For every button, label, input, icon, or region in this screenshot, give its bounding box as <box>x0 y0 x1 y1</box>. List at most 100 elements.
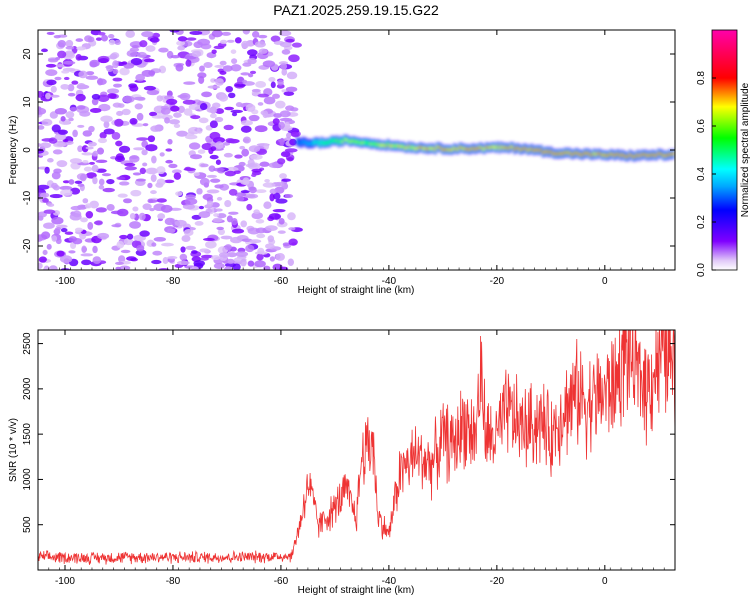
noise-blob <box>95 168 107 173</box>
ridge-cell <box>500 145 503 148</box>
ridge-cell <box>575 151 579 154</box>
ridge-cell <box>424 147 428 150</box>
noise-blob <box>81 259 92 266</box>
noise-blob <box>109 53 118 60</box>
noise-blob <box>283 91 295 96</box>
noise-blob <box>191 266 199 270</box>
ridge-cell <box>581 154 585 156</box>
noise-blob <box>275 198 288 204</box>
noise-blob <box>290 107 299 112</box>
noise-blob <box>247 260 255 267</box>
ridge-cell <box>388 144 392 147</box>
noise-blob <box>123 238 134 246</box>
noise-blob <box>175 191 183 197</box>
noise-blob <box>247 49 258 56</box>
noise-blob <box>54 108 67 115</box>
noise-blob <box>136 137 149 141</box>
noise-blob <box>69 187 81 195</box>
noise-blob <box>200 163 209 168</box>
noise-blob <box>64 231 74 235</box>
noise-blob <box>286 71 298 80</box>
ridge-cell <box>352 140 356 142</box>
noise-blob <box>150 174 157 183</box>
noise-blob <box>168 163 178 169</box>
noise-blob <box>116 240 125 249</box>
noise-blob <box>75 93 86 102</box>
noise-blob <box>159 152 165 157</box>
noise-blob <box>68 250 76 254</box>
noise-blob <box>142 123 149 127</box>
noise-blob <box>130 189 142 197</box>
noise-blob <box>143 85 156 91</box>
ridge-cell <box>649 154 653 157</box>
noise-blob <box>281 68 288 76</box>
noise-blob <box>57 39 67 48</box>
ridge-cell <box>541 151 545 154</box>
noise-blob <box>285 38 295 43</box>
noise-blob <box>173 112 182 118</box>
noise-blob <box>275 100 286 109</box>
noise-blob <box>92 150 99 157</box>
noise-blob <box>167 228 176 234</box>
noise-blob <box>222 65 233 72</box>
noise-blob <box>182 99 196 105</box>
noise-blob <box>219 39 228 45</box>
ridge-cell <box>364 141 367 144</box>
noise-blob <box>234 154 243 159</box>
noise-blob <box>142 203 152 210</box>
ridge-cell <box>407 145 411 148</box>
noise-blob <box>214 116 224 123</box>
y-tick-label: 20 <box>22 48 33 60</box>
noise-blob <box>268 76 276 83</box>
noise-blob <box>82 130 93 137</box>
x-tick-label: -60 <box>274 576 289 587</box>
ridge-cell <box>418 146 422 148</box>
noise-blob <box>217 228 226 236</box>
noise-blob <box>143 58 155 63</box>
ridge-cell <box>528 148 532 151</box>
noise-blob <box>284 194 294 199</box>
ridge-cell <box>604 154 607 157</box>
ridge-cell <box>553 153 556 155</box>
noise-blob <box>248 145 261 153</box>
ridge-cell <box>379 144 383 147</box>
noise-blob <box>167 138 173 145</box>
noise-blob <box>41 48 48 53</box>
noise-blob <box>97 94 110 102</box>
noise-blob <box>134 103 143 110</box>
ridge-cell <box>371 142 375 145</box>
noise-blob <box>278 121 285 130</box>
noise-blob <box>38 256 47 263</box>
noise-blob <box>165 148 173 152</box>
noise-blob <box>61 70 70 74</box>
noise-blob <box>107 88 120 94</box>
noise-blob <box>278 218 285 225</box>
noise-blob <box>171 169 182 174</box>
noise-blob <box>225 85 234 93</box>
noise-blob <box>265 243 275 250</box>
noise-blob <box>60 189 73 196</box>
ridge-cell <box>511 146 515 148</box>
noise-blob <box>130 57 143 66</box>
ridge-cell <box>330 139 333 142</box>
noise-blob <box>225 138 235 143</box>
ridge-cell <box>384 145 388 148</box>
ridge-cell <box>349 141 352 143</box>
noise-blob <box>215 141 224 150</box>
noise-blob <box>70 205 83 211</box>
noise-blob <box>46 243 52 250</box>
noise-blob <box>71 80 79 85</box>
noise-blob <box>170 55 181 59</box>
ridge-cell <box>367 141 371 144</box>
noise-blob <box>230 236 243 244</box>
noise-blob <box>270 81 276 89</box>
noise-blob <box>44 166 50 174</box>
ridge-cell <box>417 147 420 149</box>
ridge-cell <box>307 142 311 145</box>
ridge-cell <box>411 145 415 148</box>
noise-blob <box>207 85 220 89</box>
noise-blob <box>199 248 210 253</box>
noise-blob <box>230 64 242 72</box>
noise-blob <box>113 83 122 88</box>
